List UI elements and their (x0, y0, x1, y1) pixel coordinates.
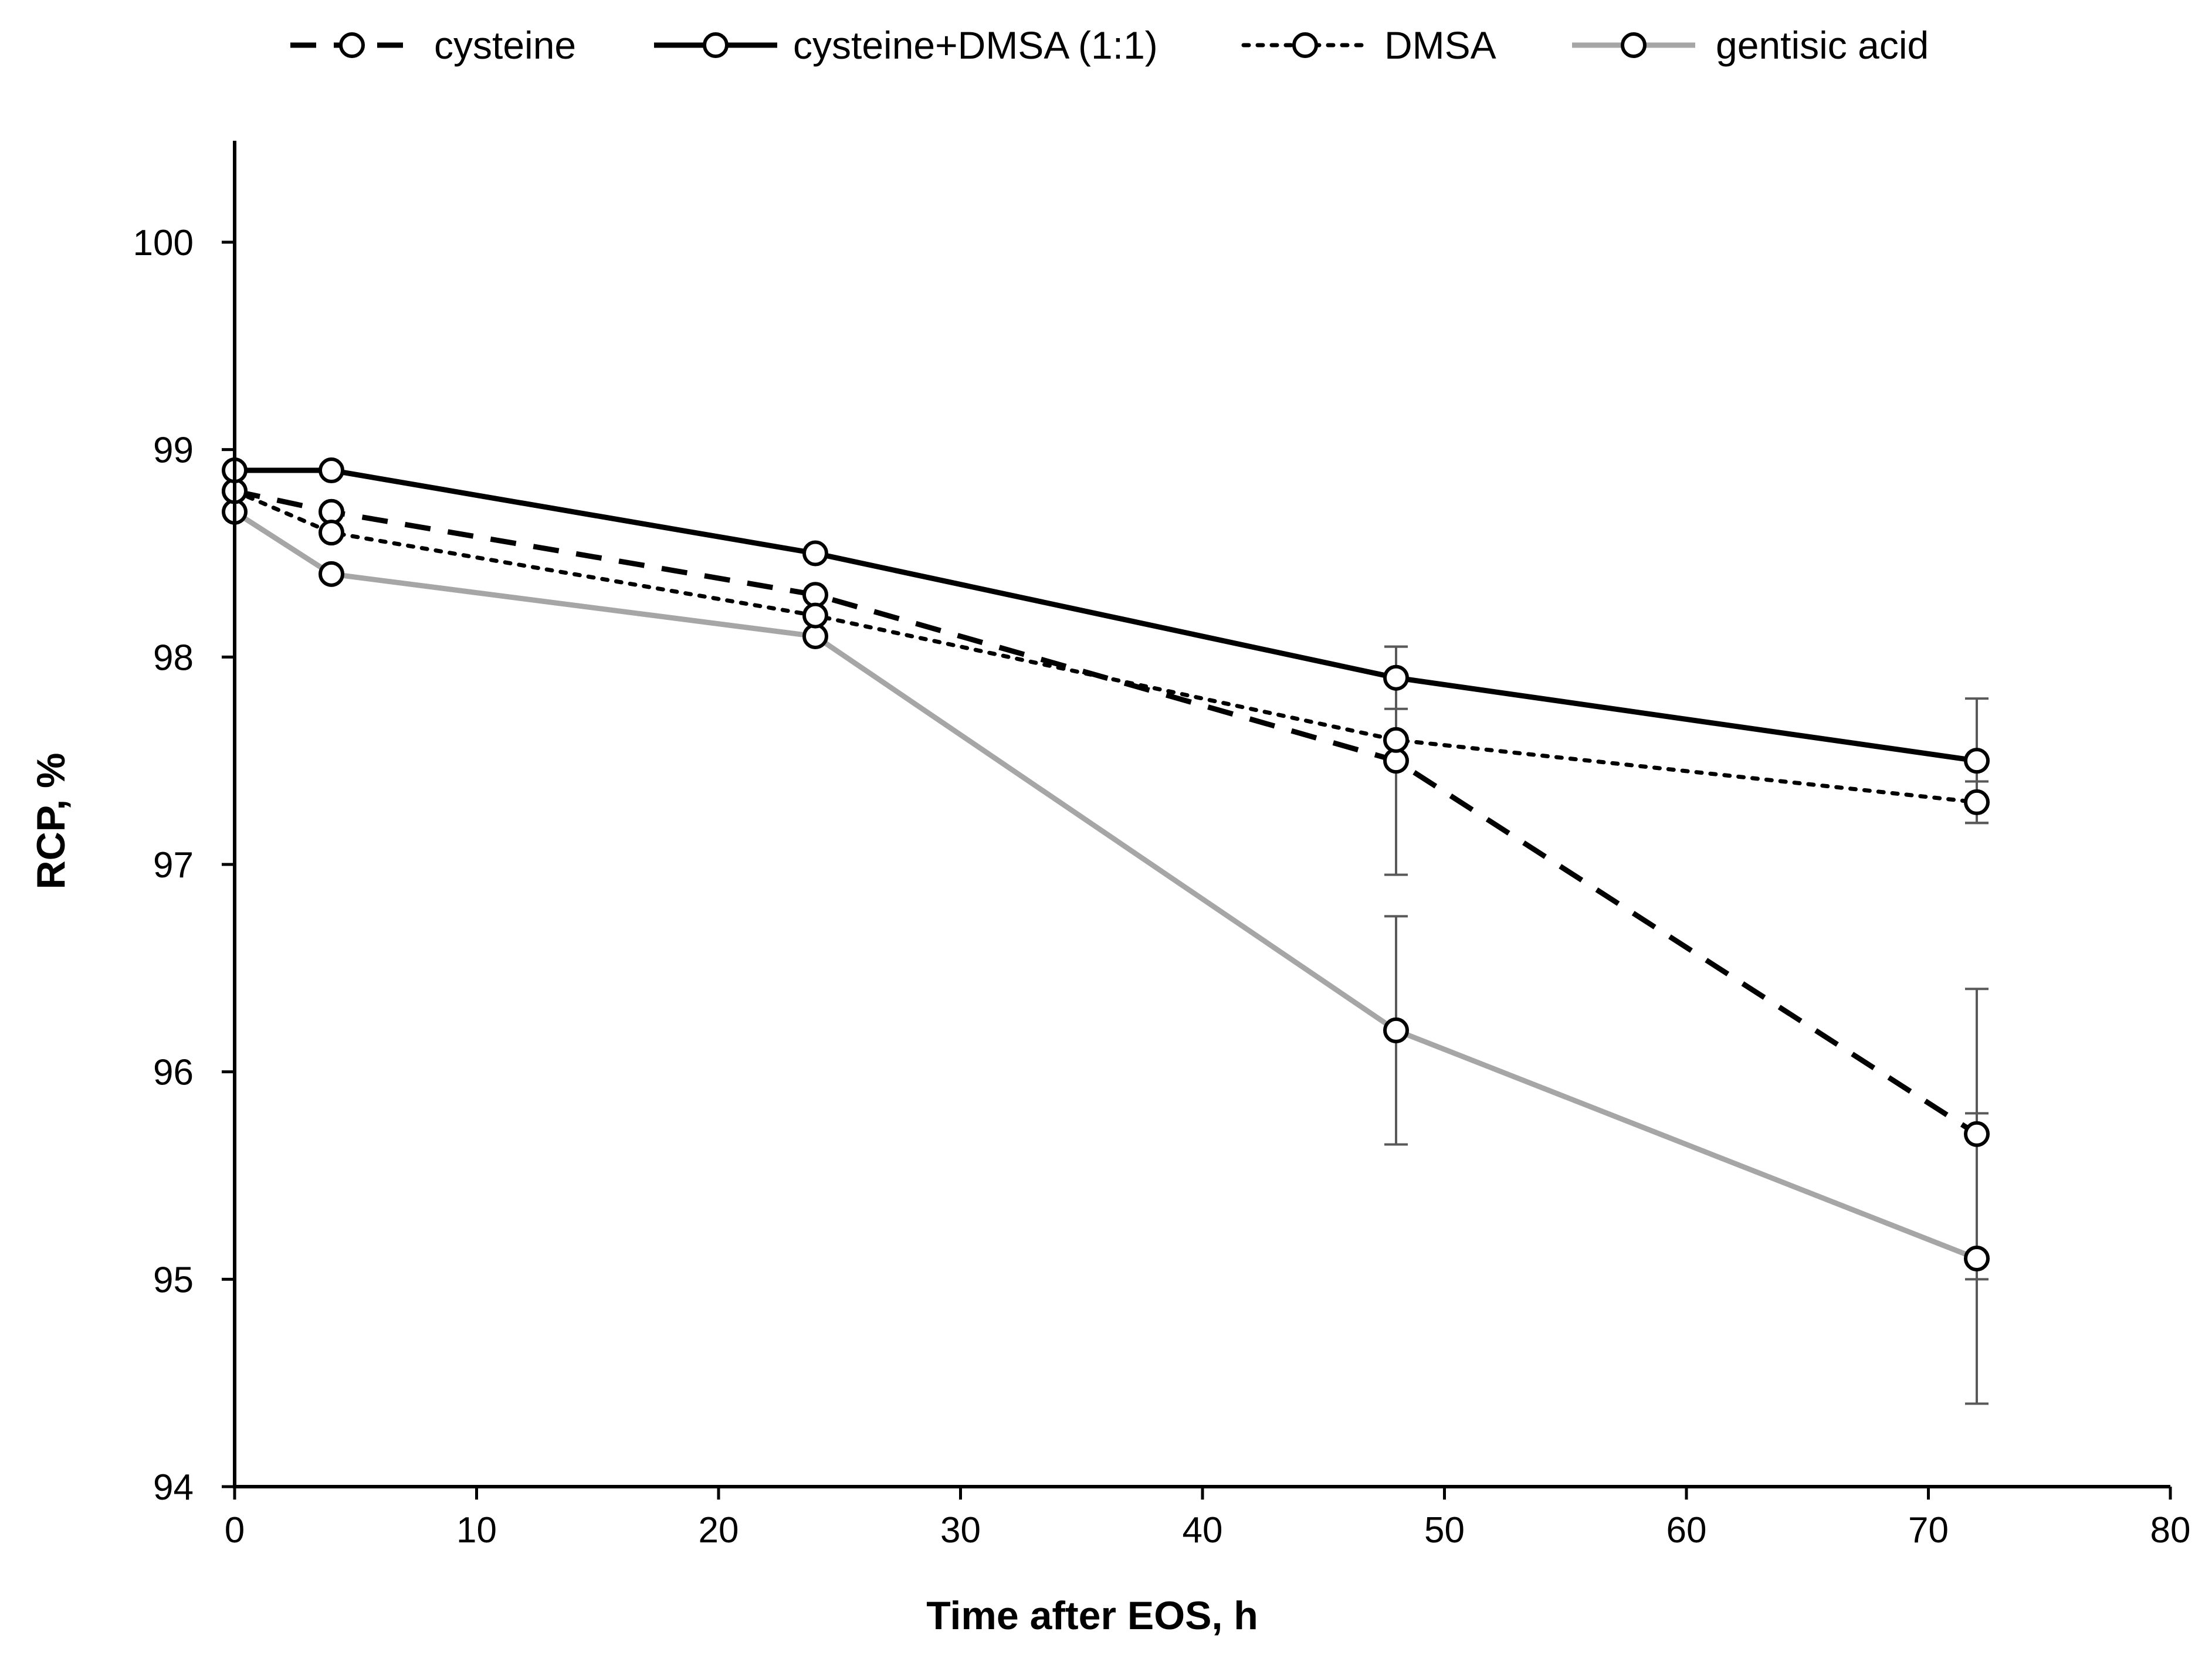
data-point-0-3 (1383, 748, 1409, 774)
data-point-3-3 (1383, 1017, 1409, 1043)
x-tick-label-30: 30 (940, 1510, 981, 1551)
x-axis-title: Time after EOS, h (926, 1593, 1258, 1638)
data-point-0-1 (319, 498, 344, 525)
data-point-2-4 (1964, 789, 1990, 815)
y-tick-label-100: 100 (133, 223, 194, 263)
x-tick-label-20: 20 (699, 1510, 739, 1551)
x-tick-label-50: 50 (1424, 1510, 1465, 1551)
data-point-3-4 (1964, 1245, 1990, 1271)
legend-marker-1 (703, 32, 729, 58)
data-point-2-2 (802, 602, 828, 629)
x-tick-label-60: 60 (1666, 1510, 1707, 1551)
series-line-gentisic acid (233, 509, 1978, 1261)
y-tick-label-94: 94 (153, 1467, 194, 1508)
data-point-1-4 (1964, 748, 1990, 774)
legend-marker-0 (339, 32, 365, 58)
y-tick-label-95: 95 (153, 1260, 194, 1300)
data-point-3-2 (802, 623, 828, 649)
y-tick-label-99: 99 (153, 430, 194, 471)
legend-marker-2 (1292, 32, 1318, 58)
x-tick-label-40: 40 (1183, 1510, 1223, 1551)
legend-label-0: cysteine (434, 23, 576, 67)
axes: 0 10 20 30 40 50 60 70 80 94 95 96 97 98 99 100 (133, 141, 2191, 1551)
data-point-2-3 (1383, 727, 1409, 753)
x-tick-label-0: 0 (225, 1510, 245, 1551)
legend-label-3: gentisic acid (1716, 23, 1929, 67)
series-line-cysteine+DMSA (1:1) (235, 467, 1977, 764)
error-bars (1384, 645, 1989, 1405)
data-point-0-2 (802, 582, 828, 608)
y-axis-title: RCP, % (29, 752, 73, 889)
data-point-1-1 (319, 457, 344, 484)
series-line-cysteine (234, 488, 1979, 1137)
data-point-3-1 (319, 561, 344, 587)
data-point-1-3 (1383, 664, 1409, 691)
data-point-2-1 (319, 520, 344, 546)
series-lines (232, 467, 1979, 1261)
data-markers (222, 457, 1990, 1271)
y-tick-label-98: 98 (153, 637, 194, 678)
x-tick-label-10: 10 (456, 1510, 497, 1551)
legend: cysteine cysteine+DMSA (1:1) DMSA gentisic … (290, 23, 1929, 67)
legend-label-2: DMSA (1384, 23, 1496, 67)
y-tick-label-97: 97 (153, 845, 194, 886)
data-point-1-2 (802, 540, 828, 567)
legend-label-1: cysteine+DMSA (1:1) (793, 23, 1158, 67)
legend-marker-3 (1621, 32, 1647, 58)
x-tick-label-70: 70 (1908, 1510, 1949, 1551)
y-tick-label-96: 96 (153, 1053, 194, 1093)
x-tick-label-80: 80 (2150, 1510, 2191, 1551)
data-point-0-4 (1964, 1121, 1990, 1147)
